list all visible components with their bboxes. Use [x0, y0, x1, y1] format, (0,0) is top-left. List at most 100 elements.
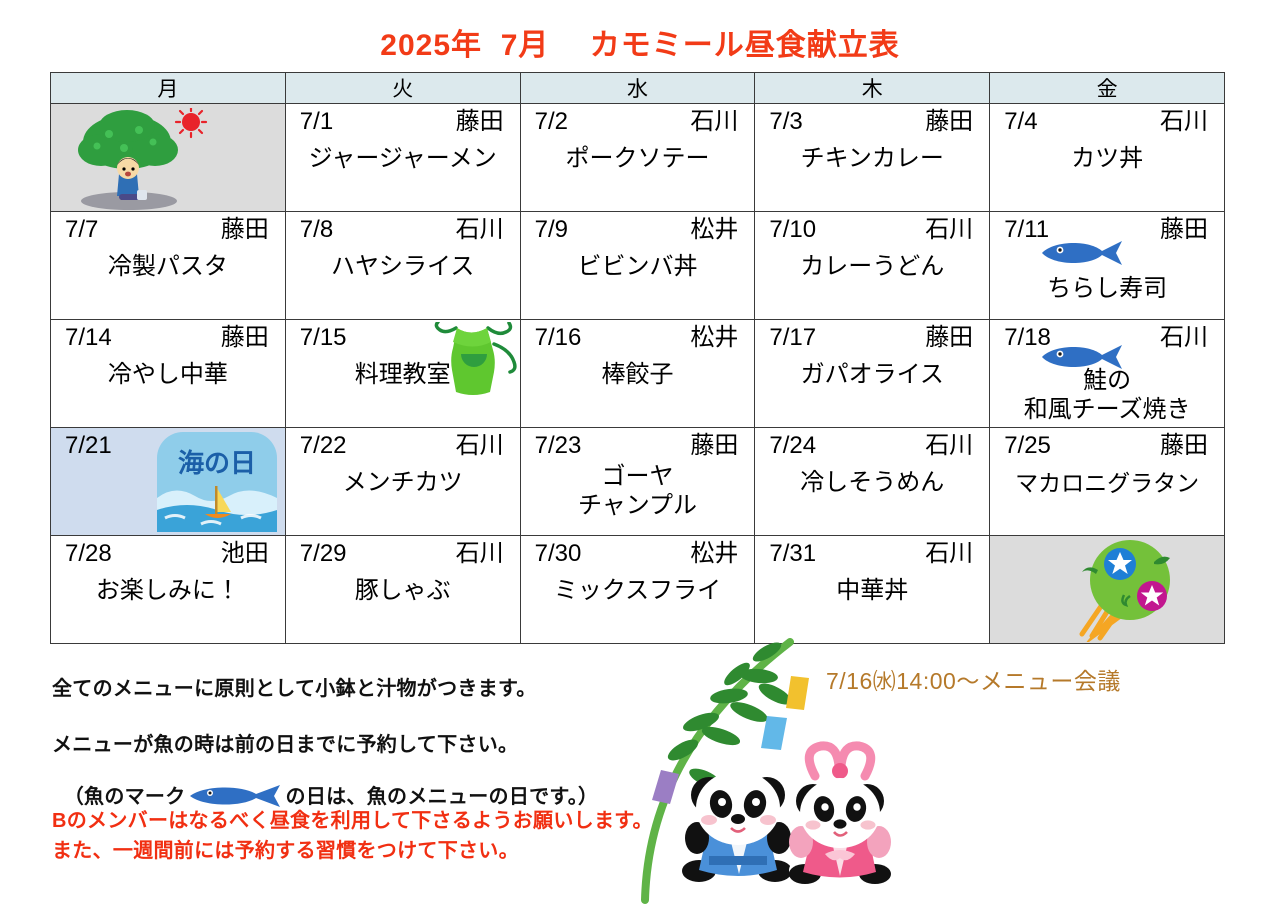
cell-staff: 藤田	[925, 108, 974, 135]
cell-staff: 石川	[1160, 324, 1208, 351]
cell-staff: 藤田	[455, 108, 504, 135]
menu-calendar-table: 月 火 水 木 金	[50, 72, 1225, 644]
calendar-cell-07-22[interactable]: 7/22 石川 メンチカツ	[284, 427, 521, 536]
calendar-week-row: 7/14 藤田 冷やし中華 7/15	[50, 319, 1225, 428]
cell-date: 7/22	[299, 432, 347, 459]
cell-header: 7/15	[286, 320, 520, 352]
note-fish-mark-suffix: の日は、魚のメニューの日です。）	[285, 786, 599, 808]
page-title: 2025年 7月 カモミール昼食献立表	[380, 29, 900, 62]
calendar-cell-07-25[interactable]: 7/25 藤田 マカロニグラタン	[989, 427, 1225, 536]
cell-date: 7/4	[1004, 108, 1038, 135]
cell-header: 7/28 池田	[51, 536, 285, 568]
cell-menu: 豚しゃぶ	[354, 577, 451, 604]
cell-date: 7/8	[299, 216, 334, 243]
calendar-cell-07-04[interactable]: 7/4 石川 カツ丼	[989, 103, 1225, 212]
calendar-cell-07-08[interactable]: 7/8 石川 ハヤシライス	[284, 211, 521, 320]
cell-date: 7/7	[65, 216, 99, 243]
cell-date: 7/18	[1004, 324, 1051, 351]
fish-icon	[189, 785, 280, 807]
cell-menu: メンチカツ	[342, 469, 463, 496]
cell-date: 7/11	[1004, 216, 1050, 243]
calendar-cell-illustration-tree	[50, 103, 286, 212]
weekday-header-thu: 木	[754, 72, 991, 104]
cell-staff: 石川	[455, 432, 504, 459]
cell-header: 7/8 石川	[286, 212, 520, 244]
cell-header: 7/17 藤田	[755, 320, 989, 352]
cell-date: 7/10	[769, 216, 817, 243]
calendar-cell-07-31[interactable]: 7/31 石川 中華丼	[754, 535, 991, 644]
cell-staff: 石川	[455, 540, 504, 567]
cell-staff: 松井	[690, 216, 739, 243]
cell-staff: 石川	[925, 540, 974, 567]
cell-menu: ガパオライス	[800, 361, 944, 388]
cell-header: 7/11 藤田	[990, 212, 1224, 244]
cell-staff: 松井	[690, 324, 739, 351]
cell-staff: 石川	[1160, 108, 1208, 135]
cell-date: 7/21	[65, 432, 112, 459]
cell-menu: お楽しみに！	[95, 577, 240, 604]
calendar-cell-07-17[interactable]: 7/17 藤田 ガパオライス	[754, 319, 991, 428]
cell-date: 7/17	[769, 324, 817, 351]
calendar-cell-07-10[interactable]: 7/10 石川 カレーうどん	[754, 211, 991, 320]
weekday-header-fri: 金	[989, 72, 1225, 104]
cell-date: 7/16	[534, 324, 582, 351]
cell-menu: 冷しそうめん	[800, 469, 945, 496]
cell-menu: 中華丼	[836, 577, 909, 604]
calendar-cell-illustration-fan	[989, 535, 1225, 644]
calendar-cell-07-29[interactable]: 7/29 石川 豚しゃぶ	[284, 535, 521, 644]
note-fish-mark-prefix: （魚のマーク	[63, 786, 186, 808]
cell-staff: 石川	[925, 432, 974, 459]
cell-header: 7/31 石川	[755, 536, 989, 568]
cell-date: 7/24	[769, 432, 817, 459]
weekday-header-wed: 水	[519, 72, 756, 104]
cell-header: 7/21	[51, 428, 285, 460]
calendar-cell-07-16[interactable]: 7/16 松井 棒餃子	[519, 319, 756, 428]
cell-date: 7/3	[769, 108, 803, 135]
note-member-b-request: Bのメンバーはなるべく昼食を利用して下さるようお願いします。	[52, 810, 653, 832]
note-weekly-reservation: また、一週間前には予約する習慣をつけて下さい。	[52, 840, 519, 862]
cell-staff: 藤田	[1160, 216, 1208, 243]
calendar-cell-07-03[interactable]: 7/3 藤田 チキンカレー	[754, 103, 991, 212]
cell-menu: 冷やし中華	[107, 361, 228, 388]
cell-date: 7/25	[1004, 432, 1051, 459]
cell-staff: 藤田	[220, 216, 269, 243]
cell-date: 7/1	[299, 108, 334, 135]
calendar-cell-07-23[interactable]: 7/23 藤田 ゴーヤ チャンプル	[519, 427, 756, 536]
calendar-cell-07-18[interactable]: 7/18 石川 鮭の 和風チーズ焼き	[989, 319, 1225, 428]
cell-menu: 冷製パスタ	[107, 253, 228, 280]
calendar-cell-07-02[interactable]: 7/2 石川 ポークソテー	[519, 103, 756, 212]
calendar-cell-07-24[interactable]: 7/24 石川 冷しそうめん	[754, 427, 991, 536]
cell-menu: チキンカレー	[800, 145, 944, 172]
calendar-cell-07-11[interactable]: 7/11 藤田 ちらし寿司	[989, 211, 1225, 320]
cell-header: 7/10 石川	[755, 212, 989, 244]
cell-date: 7/30	[534, 540, 582, 567]
cell-date: 7/23	[534, 432, 582, 459]
calendar-week-row: 7/7 藤田 冷製パスタ 7/8 石川 ハヤシライス 7/9 松井 ビビンバ丼	[50, 211, 1225, 320]
cell-header: 7/2 石川	[521, 104, 755, 136]
cell-date: 7/28	[65, 540, 112, 567]
cell-menu: ハヤシライス	[331, 253, 475, 280]
calendar-cell-07-30[interactable]: 7/30 松井 ミックスフライ	[519, 535, 756, 644]
calendar-week-row: 7/1 藤田 ジャージャーメン 7/2 石川 ポークソテー 7/3 藤田 チキン…	[50, 103, 1225, 212]
calendar-cell-07-01[interactable]: 7/1 藤田 ジャージャーメン	[284, 103, 521, 212]
cell-header: 7/1 藤田	[286, 104, 520, 136]
cell-menu: 鮭の 和風チーズ焼き	[1023, 367, 1191, 423]
cell-menu	[51, 460, 285, 468]
cell-staff: 石川	[925, 216, 974, 243]
cell-staff: 松井	[690, 540, 739, 567]
calendar-cell-07-14[interactable]: 7/14 藤田 冷やし中華	[50, 319, 286, 428]
weekday-header-row: 月 火 水 木 金	[50, 72, 1225, 104]
calendar-cell-07-07[interactable]: 7/7 藤田 冷製パスタ	[50, 211, 286, 320]
calendar-cell-07-15-cooking-class[interactable]: 7/15 料理教室	[284, 319, 521, 428]
note-side-dishes: 全てのメニューに原則として小鉢と汁物がつきます。	[52, 678, 537, 700]
cell-staff: 藤田	[1160, 432, 1208, 459]
weekday-header-mon: 月	[50, 72, 286, 104]
cell-staff: 池田	[220, 540, 269, 567]
calendar-cell-07-28[interactable]: 7/28 池田 お楽しみに！	[50, 535, 286, 644]
cell-date: 7/29	[299, 540, 347, 567]
calendar-cell-07-21-marine-day[interactable]: 7/21 海の日	[50, 427, 286, 536]
cell-date: 7/15	[299, 324, 347, 351]
calendar-cell-07-09[interactable]: 7/9 松井 ビビンバ丼	[519, 211, 756, 320]
cell-header: 7/22 石川	[286, 428, 520, 460]
cell-header: 7/30 松井	[521, 536, 755, 568]
